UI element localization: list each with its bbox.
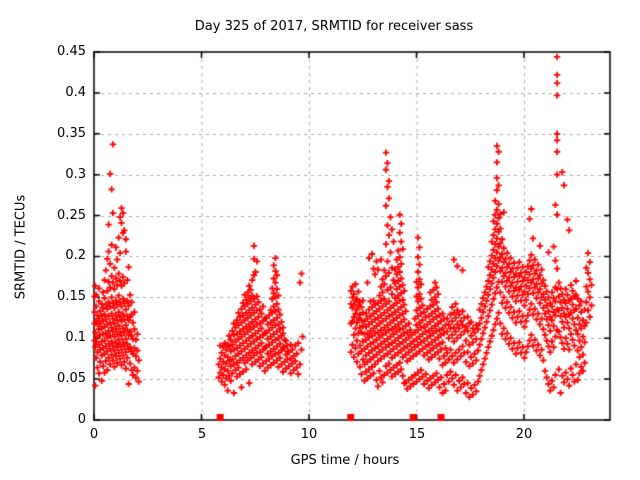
x-tick-label: 5 bbox=[197, 427, 207, 442]
y-tick-label: 0.3 bbox=[65, 167, 86, 182]
y-tick-label: 0 bbox=[77, 412, 86, 427]
y-tick-label: 0.05 bbox=[57, 371, 86, 386]
x-tick-label: 10 bbox=[300, 427, 318, 442]
x-tick-label: 20 bbox=[515, 427, 533, 442]
y-tick-label: 0.25 bbox=[57, 208, 86, 223]
y-tick-label: 0.35 bbox=[57, 126, 86, 141]
y-tick-label: 0.1 bbox=[65, 330, 86, 345]
y-tick-label: 0.15 bbox=[57, 289, 86, 304]
y-tick-label: 0.45 bbox=[57, 44, 86, 59]
x-tick-label: 0 bbox=[89, 427, 99, 442]
y-tick-label: 0.4 bbox=[65, 85, 86, 100]
y-tick-label: 0.2 bbox=[65, 248, 86, 263]
chart-title: Day 325 of 2017, SRMTID for receiver sas… bbox=[194, 19, 474, 34]
x-axis-label: GPS time / hours bbox=[290, 453, 400, 468]
y-axis-label: SRMTID / TECUs bbox=[13, 194, 29, 300]
x-tick-label: 15 bbox=[408, 427, 426, 442]
